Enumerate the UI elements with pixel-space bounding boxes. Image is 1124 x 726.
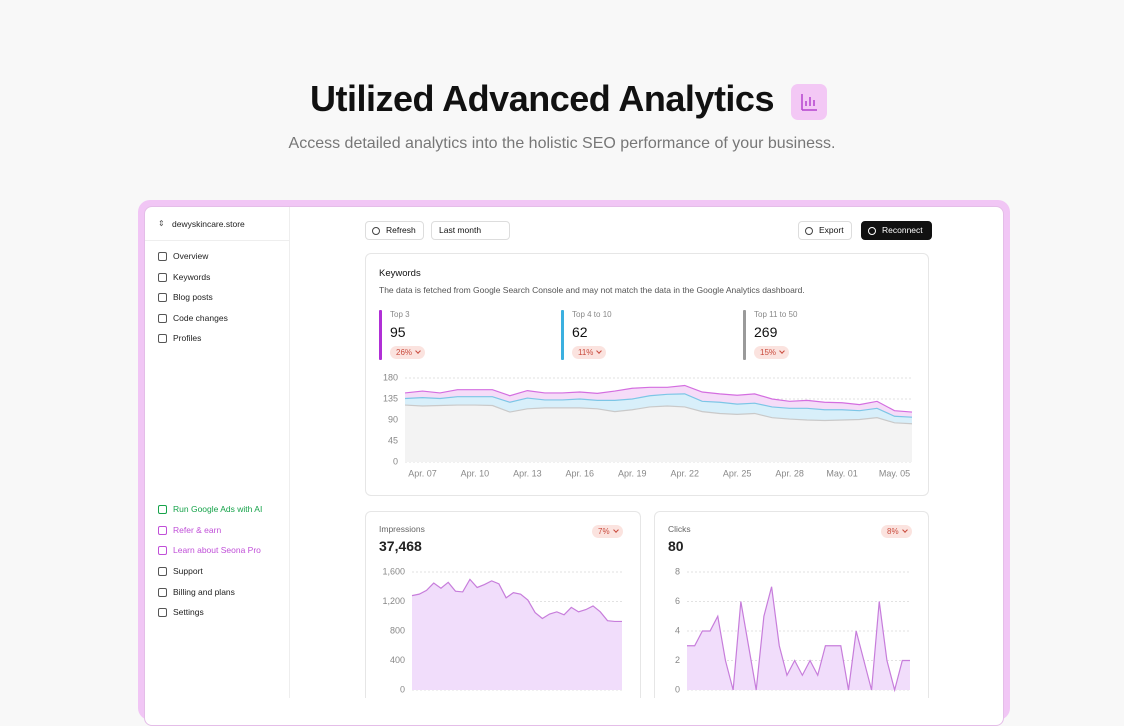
y-tick-label: 800	[390, 625, 405, 635]
stat-value: 269	[754, 324, 778, 340]
y-tick-label: 8	[675, 566, 680, 576]
y-tick-label: 400	[390, 655, 405, 665]
x-tick-label: Apr. 25	[723, 468, 752, 478]
site-selector[interactable]: dewyskincare.store	[172, 219, 245, 229]
x-tick-label: Apr. 13	[513, 468, 542, 478]
page: Utilized Advanced Analytics Access detai…	[0, 0, 1124, 698]
nav-icon	[158, 505, 167, 514]
y-tick-label: 45	[388, 435, 398, 445]
line	[404, 393, 913, 418]
stat-value: 95	[390, 324, 406, 340]
x-tick-label: May. 01	[826, 468, 857, 478]
nav-item[interactable]: Code changes	[173, 312, 228, 323]
subtitle: Access detailed analytics into the holis…	[288, 135, 836, 152]
nav-icon	[158, 608, 167, 617]
stat-label: Top 3	[390, 310, 410, 319]
nav-item[interactable]: Blog posts	[173, 292, 213, 302]
nav-icon	[158, 252, 167, 261]
divider	[145, 240, 289, 241]
y-tick-label: 1,200	[382, 596, 405, 606]
x-tick-label: Apr. 07	[408, 468, 437, 478]
y-tick-label: 1,600	[382, 566, 405, 576]
period-select[interactable]: Last month	[431, 221, 511, 240]
y-tick-label: 2	[675, 655, 680, 665]
card-title: Keywords	[379, 268, 421, 279]
y-tick-label: 180	[383, 372, 398, 382]
line	[687, 586, 910, 693]
nav-item[interactable]: Billing and plans	[173, 586, 235, 597]
nav-icon	[158, 525, 167, 535]
title: Utilized Advanced Analytics	[310, 78, 774, 119]
nav-icon	[158, 546, 167, 555]
reconnect-button[interactable]: Reconnect	[861, 221, 932, 240]
stat-change: 11%	[572, 346, 607, 359]
nav-item[interactable]: Support	[173, 566, 203, 576]
y-tick-label: 4	[675, 625, 680, 635]
button-icon	[372, 227, 380, 235]
y-tick-label: 135	[383, 393, 398, 403]
y-tick-label: 90	[388, 414, 398, 424]
stat-accent	[379, 310, 382, 360]
card-title: Impressions	[379, 524, 425, 534]
card-change: 7%	[592, 525, 623, 538]
line	[411, 578, 622, 623]
nav-item[interactable]: Profiles	[173, 333, 202, 343]
export-button[interactable]: Export	[798, 221, 852, 240]
nav-item[interactable]: Settings	[173, 607, 204, 617]
x-tick-label: Apr. 28	[775, 468, 804, 478]
nav-item[interactable]: Keywords	[173, 271, 211, 282]
selector-icon: ⇕	[158, 219, 165, 228]
nav-icon	[158, 293, 167, 302]
nav-item[interactable]: Refer & earn	[173, 524, 222, 535]
card-change: 8%	[881, 525, 912, 538]
sidebar	[145, 207, 290, 698]
card-title: Clicks	[668, 524, 691, 534]
nav-icon	[158, 587, 167, 597]
nav-item[interactable]: Learn about Seona Pro	[173, 545, 261, 555]
stat-accent	[743, 310, 746, 360]
area	[412, 579, 622, 690]
nav-icon	[158, 272, 167, 282]
button-icon	[868, 227, 876, 235]
x-tick-label: Apr. 10	[461, 468, 490, 478]
x-tick-label: Apr. 19	[618, 468, 647, 478]
nav-item[interactable]: Overview	[173, 251, 209, 261]
x-tick-label: May. 05	[879, 468, 910, 478]
line	[404, 384, 913, 413]
x-tick-label: Apr. 22	[670, 468, 699, 478]
stat-label: Top 4 to 10	[572, 310, 612, 319]
stat-accent	[561, 310, 564, 360]
stat-change: 15%	[754, 346, 790, 359]
button-icon	[805, 227, 813, 235]
stat-label: Top 11 to 50	[754, 310, 798, 319]
line	[404, 404, 913, 425]
x-tick-label: Apr. 16	[566, 468, 595, 478]
y-tick-label: 6	[675, 596, 680, 606]
y-tick-label: 0	[675, 684, 680, 694]
area	[687, 586, 910, 690]
y-tick-label: 0	[393, 456, 398, 466]
nav-icon	[158, 567, 167, 576]
nav-icon	[158, 334, 167, 343]
charts: 0 45 90 135 180 Apr. 07 Apr. 10 Apr. 13 Apr. 16 A…	[382, 372, 913, 694]
stat-value: 62	[572, 324, 588, 340]
refresh-button[interactable]: Refresh	[365, 221, 424, 240]
nav-item[interactable]: Run Google Ads with AI	[173, 504, 263, 514]
nav-icon	[158, 313, 167, 323]
card-description: The data is fetched from Google Search C…	[379, 285, 805, 295]
y-tick-label: 0	[400, 684, 405, 694]
stat-change: 26%	[390, 346, 426, 359]
card-value: 37,468	[379, 538, 422, 554]
card-value: 80	[668, 538, 684, 554]
title-icon	[791, 84, 827, 120]
